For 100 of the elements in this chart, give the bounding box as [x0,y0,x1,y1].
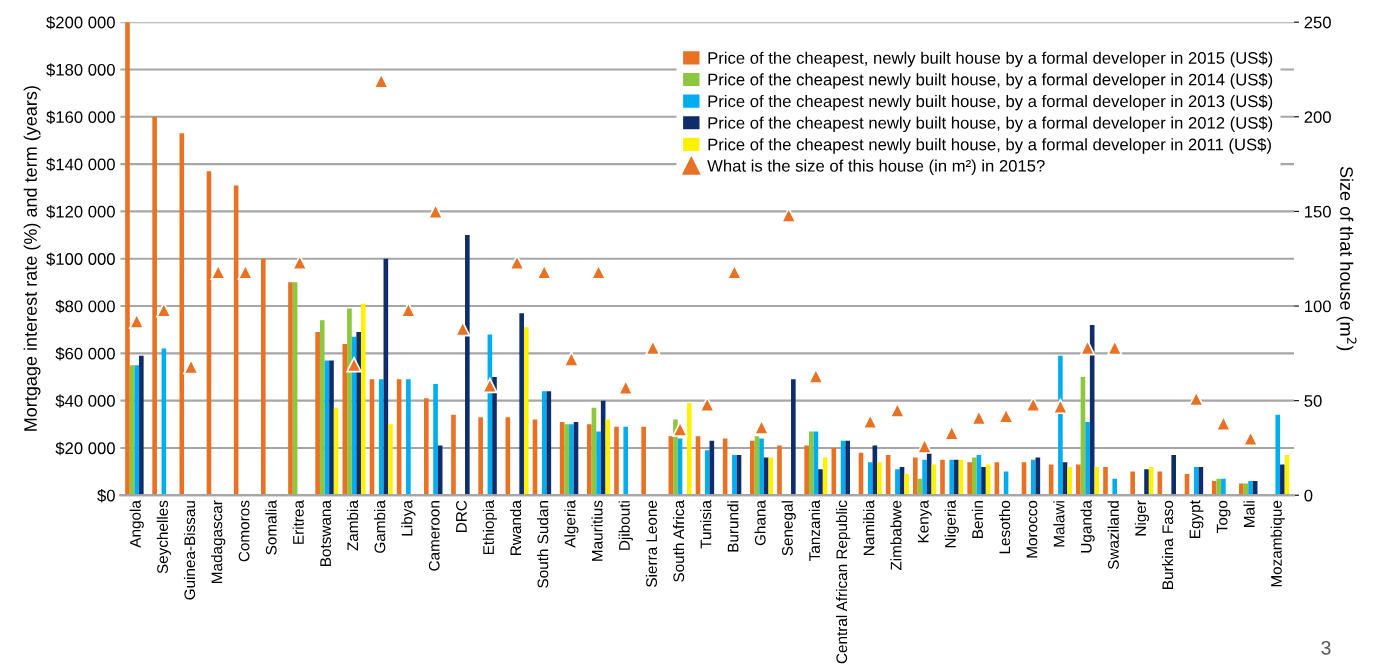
x-tick-label: Mali [1243,501,1255,527]
bar [1067,466,1072,496]
y-tick-label: $40 000 [55,394,115,408]
bar [465,235,470,496]
bar [732,455,737,496]
bar [564,424,570,496]
x-tick-label: Central African Republic [835,500,851,664]
bar [596,431,601,496]
bar [673,419,678,496]
x-tick-label: Lesotho [998,500,1011,554]
bar [931,464,937,496]
x-tick-label: Kenya [918,500,932,543]
y-tick-label: $0 [97,488,115,503]
bar [895,469,900,496]
bar [406,379,411,496]
x-tick-label: Burundi [727,501,739,552]
bar [808,431,814,496]
x-tick-label: Djibouti [618,501,633,550]
bar [1216,478,1222,496]
bar [1221,478,1226,496]
y-tick-label: $120 000 [46,205,115,219]
bar [686,403,692,496]
point [998,408,1014,424]
x-tick-label: Malawi [1053,501,1065,547]
x-tick-label: Rwanda [509,500,522,555]
bar [904,473,909,496]
bar [134,365,140,496]
bar [356,332,361,496]
y-tick-label: $100 000 [46,252,115,266]
x-tick-label: Senegal [781,501,796,556]
y-axis-title: Mortgage interest rate (%) and term (years) [23,86,41,431]
bar [451,414,456,496]
bar [913,457,918,496]
bar [315,332,320,496]
bar [981,466,986,496]
bar [288,282,293,496]
bar [777,445,782,496]
bar [388,424,393,496]
bar [587,424,592,496]
y-tick-label: $160 000 [46,110,115,124]
bar [759,438,764,496]
bar [1239,483,1244,496]
bar [139,355,144,496]
x-tick-label: Sierra Leone [645,500,657,587]
bar [1130,471,1135,496]
bar [347,308,352,496]
bar [1085,421,1090,496]
x-tick-label: Libya [401,500,416,536]
x-tick-label: Uganda [1080,500,1095,553]
x-tick-label: Morocco [1026,500,1038,558]
x-tick-label: Nigeria [944,500,959,548]
x-tick-label: Madagascar [211,500,226,583]
x-tick-label: Mauritius [591,500,603,561]
y2-tick-label: 50 [1304,395,1322,407]
y2-tick-label: 250 [1304,16,1331,29]
bar [791,379,796,496]
x-tick-label: Cameroon [428,501,440,571]
bar [378,379,384,496]
bar [1275,414,1281,496]
y-tick-label: $140 000 [46,157,115,172]
x-tick-label: Namibia [863,500,875,555]
bar [1280,464,1285,496]
x-tick-label: Algeria [564,500,579,548]
bar [492,376,497,496]
x-tick-label: Zambia [346,500,359,551]
x-tick-label: Ethiopia [482,500,498,555]
bar [1171,455,1176,496]
bar [704,450,710,496]
bar [818,469,823,496]
bar [940,459,945,496]
x-tick-label: Angola [129,500,144,548]
point [482,377,498,394]
bar [768,457,774,496]
bar [569,424,574,496]
x-tick-label: DRC [456,500,467,532]
bar [845,440,850,496]
bar [519,313,524,496]
x-tick-label: Mozambique [1270,500,1285,587]
bar [1094,466,1100,496]
y-tick-label: $180 000 [46,63,115,77]
x-tick-label: Swaziland [1107,501,1119,570]
bar [922,459,927,496]
bar [261,258,266,496]
legend-label: Price of the cheapest newly built house, by a formal developer in 2012 (US$) [708,116,1273,133]
bar [641,426,646,496]
bar [541,391,547,496]
legend-label: Price of the cheapest newly built house, by a formal developer in 2011 (US$) [708,137,1271,154]
x-tick-label: Guinea-Bissau [183,501,196,600]
bar [1248,481,1253,496]
bar [1076,464,1081,496]
x-tick-label: Benin [971,501,983,538]
y-tick-label: $60 000 [55,347,115,361]
bar [360,303,366,496]
y2-tick-label: 200 [1304,111,1331,123]
y-tick-label: $200 000 [46,15,115,30]
legend-label: Price of the cheapest, newly built house by a formal developer in 2015 (US$) [708,51,1273,68]
bar [804,445,809,496]
x-tick-label: Tanzania [808,500,820,561]
x-tick-label: Egypt [1189,500,1204,538]
x-tick-label: Comoros [238,500,250,562]
